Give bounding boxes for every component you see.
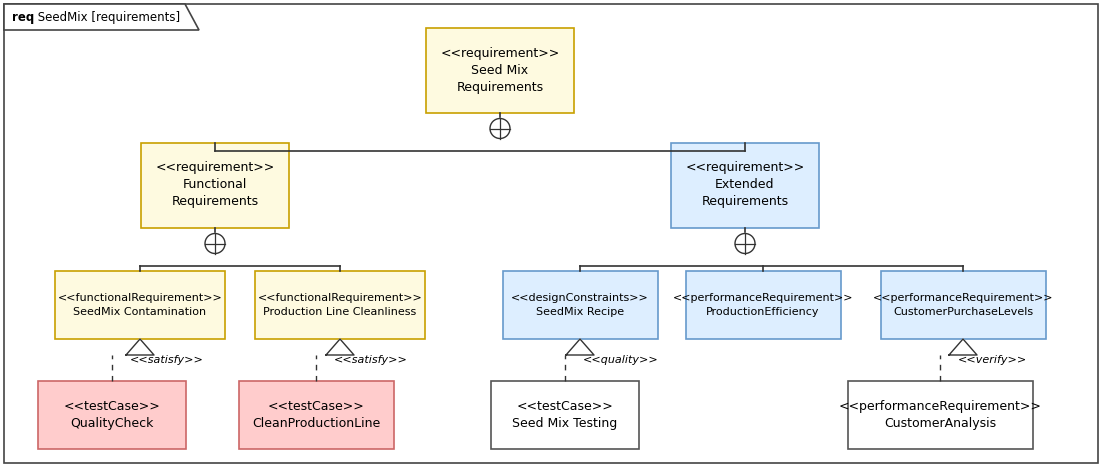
Polygon shape bbox=[566, 339, 594, 355]
Bar bbox=[426, 28, 574, 113]
Bar bbox=[255, 271, 425, 339]
Text: <<requirement>>
Seed Mix
Requirements: <<requirement>> Seed Mix Requirements bbox=[441, 47, 560, 93]
Bar bbox=[55, 271, 225, 339]
Text: <<performanceRequirement>>
CustomerAnalysis: <<performanceRequirement>> CustomerAnaly… bbox=[839, 400, 1041, 430]
Polygon shape bbox=[326, 339, 354, 355]
Text: <<performanceRequirement>>
ProductionEfficiency: <<performanceRequirement>> ProductionEff… bbox=[672, 293, 853, 317]
Text: SeedMix [requirements]: SeedMix [requirements] bbox=[34, 10, 180, 23]
Text: <<quality>>: <<quality>> bbox=[583, 355, 659, 365]
Bar bbox=[503, 271, 658, 339]
Bar bbox=[238, 381, 393, 449]
Bar bbox=[880, 271, 1046, 339]
Circle shape bbox=[735, 234, 755, 254]
Text: <<testCase>>
Seed Mix Testing: <<testCase>> Seed Mix Testing bbox=[512, 400, 617, 430]
Text: <<functionalRequirement>>
SeedMix Contamination: <<functionalRequirement>> SeedMix Contam… bbox=[57, 293, 223, 317]
Circle shape bbox=[205, 234, 225, 254]
Polygon shape bbox=[4, 4, 199, 30]
Bar bbox=[685, 271, 841, 339]
Text: <<verify>>: <<verify>> bbox=[958, 355, 1027, 365]
Text: <<functionalRequirement>>
Production Line Cleanliness: <<functionalRequirement>> Production Lin… bbox=[258, 293, 422, 317]
Text: <<satisfy>>: <<satisfy>> bbox=[334, 355, 408, 365]
Text: <<performanceRequirement>>
CustomerPurchaseLevels: <<performanceRequirement>> CustomerPurch… bbox=[873, 293, 1054, 317]
Circle shape bbox=[490, 119, 510, 139]
Text: <<testCase>>
QualityCheck: <<testCase>> QualityCheck bbox=[64, 400, 161, 430]
Bar bbox=[37, 381, 186, 449]
Bar bbox=[847, 381, 1033, 449]
Bar bbox=[491, 381, 639, 449]
Text: <<requirement>>
Functional
Requirements: <<requirement>> Functional Requirements bbox=[155, 162, 274, 208]
Polygon shape bbox=[126, 339, 154, 355]
Bar bbox=[141, 142, 289, 227]
Text: <<designConstraints>>
SeedMix Recipe: <<designConstraints>> SeedMix Recipe bbox=[511, 293, 649, 317]
Text: <<satisfy>>: <<satisfy>> bbox=[130, 355, 204, 365]
Text: <<testCase>>
CleanProductionLine: <<testCase>> CleanProductionLine bbox=[252, 400, 380, 430]
Text: <<requirement>>
Extended
Requirements: <<requirement>> Extended Requirements bbox=[685, 162, 804, 208]
Polygon shape bbox=[949, 339, 977, 355]
Text: req: req bbox=[12, 10, 34, 23]
Bar bbox=[671, 142, 819, 227]
